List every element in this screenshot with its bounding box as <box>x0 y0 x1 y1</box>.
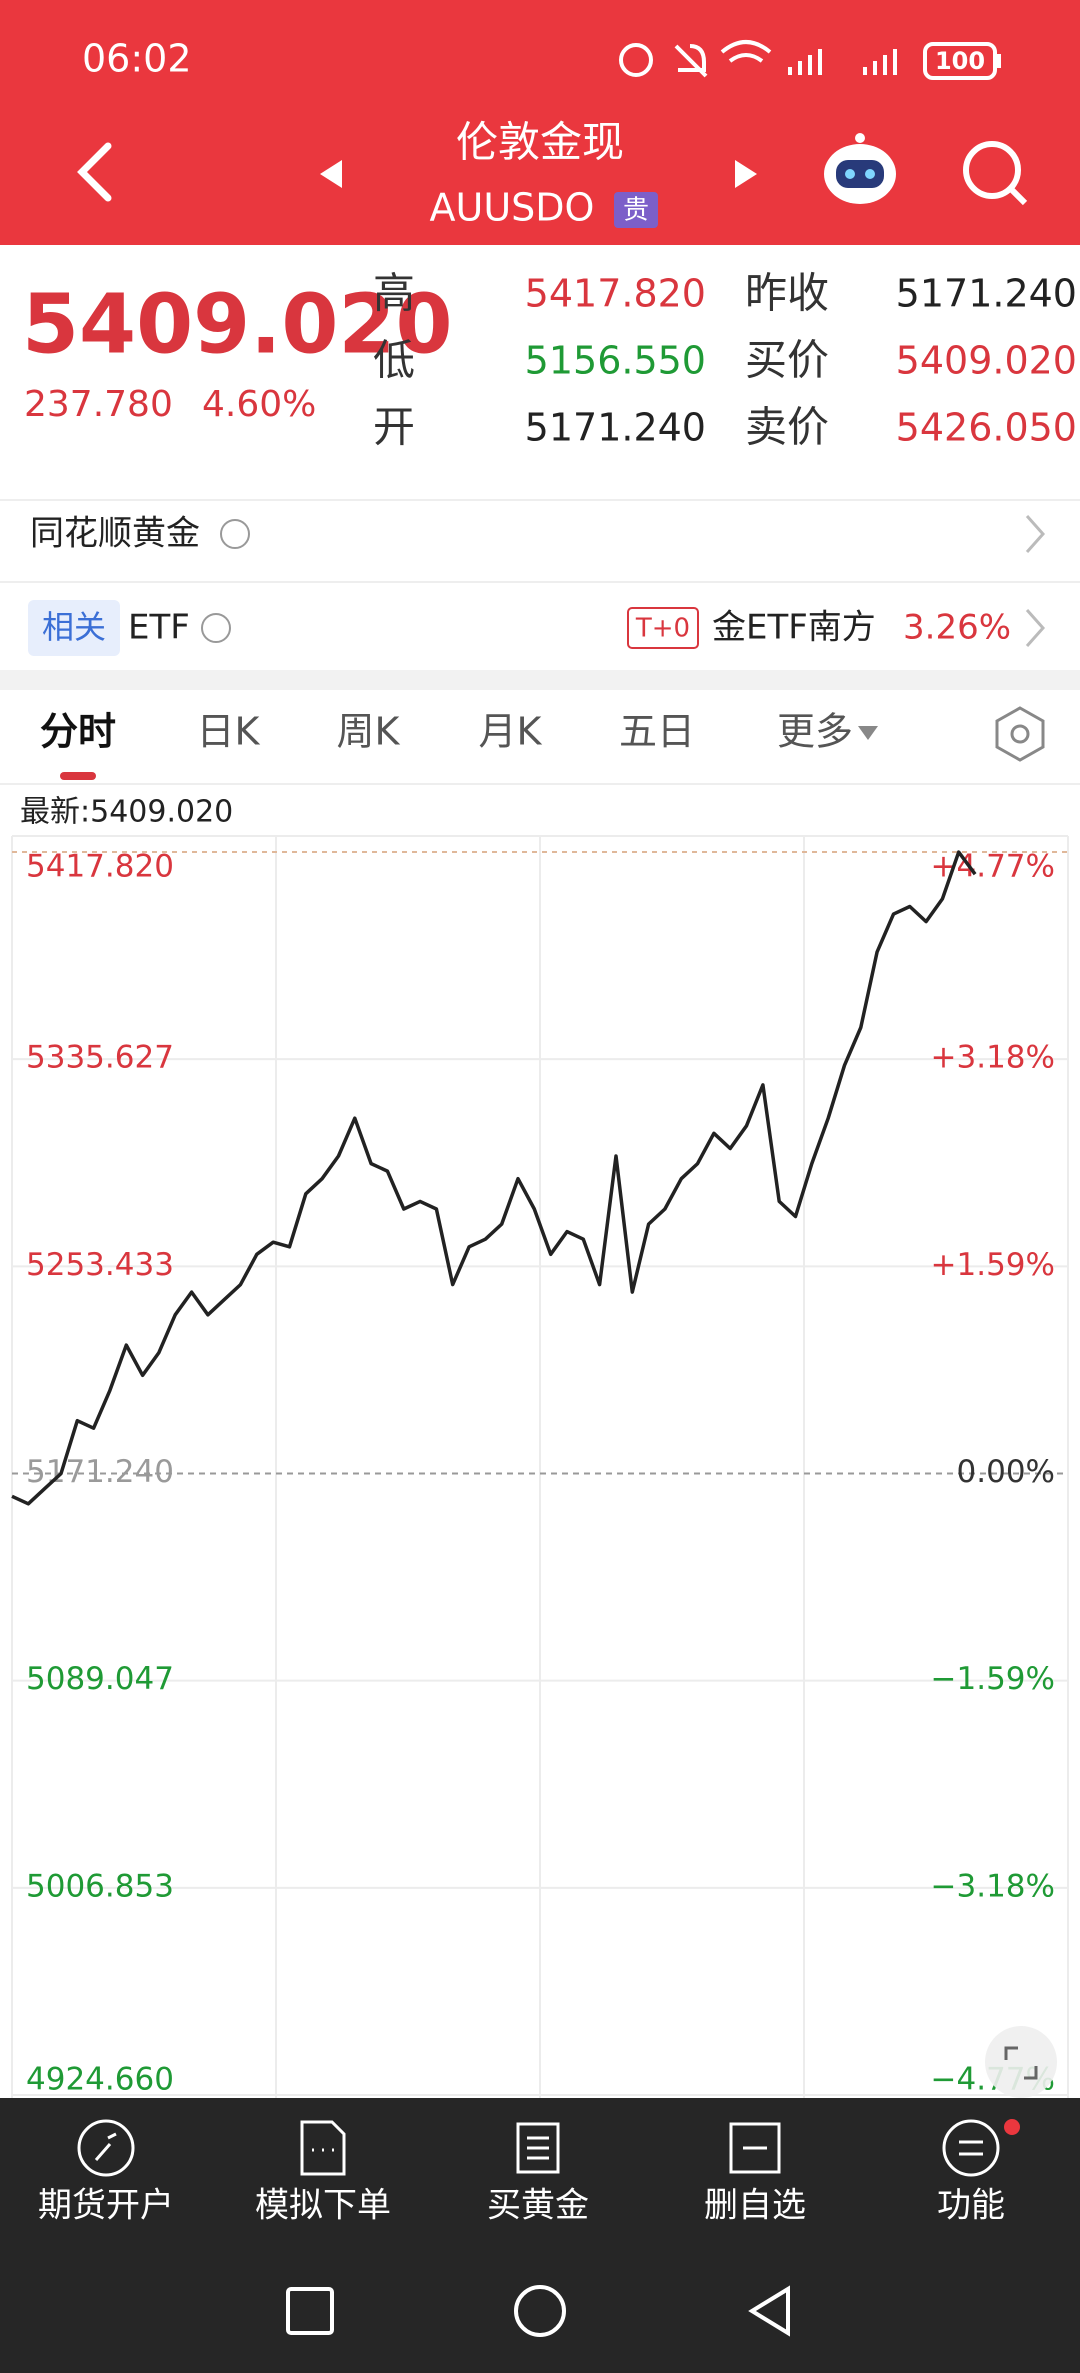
prev-button[interactable] <box>320 160 342 188</box>
more-arrow <box>858 726 878 740</box>
battery-level: 100 <box>935 47 985 75</box>
change-pct: 4.60% <box>202 384 316 425</box>
stat-value: 5417.820 <box>525 272 706 316</box>
system-nav[interactable] <box>286 2285 790 2337</box>
status-icons <box>619 40 1001 80</box>
nav-label[interactable]: 模拟下单 <box>255 2186 391 2226</box>
tab-underline <box>60 772 96 780</box>
fullscreen-button[interactable] <box>985 2026 1057 2098</box>
related-tag: 相关 <box>42 608 106 646</box>
tag-bg <box>28 600 120 656</box>
t0-label: T+0 <box>635 614 690 644</box>
y2-tick-label: −1.59% <box>931 1661 1055 1697</box>
stat-label: 高 <box>373 269 415 318</box>
chevron <box>1025 515 1046 553</box>
chart: 4924.6605006.8535089.0475171.2405253.433… <box>11 835 1069 2098</box>
tab[interactable]: 分时 <box>40 710 116 754</box>
info-icon <box>201 613 231 643</box>
settings-dot <box>1010 724 1030 744</box>
y2-tick-label: +3.18% <box>931 1040 1055 1076</box>
y-tick-label: 5006.853 <box>26 1868 174 1904</box>
y-tick-label: 5335.627 <box>26 1040 174 1076</box>
related-label: ETF <box>128 608 190 648</box>
chevron <box>1025 609 1046 647</box>
change: 237.780 <box>24 384 173 425</box>
tab[interactable]: 周K <box>337 710 401 754</box>
stat-label: 昨收 <box>745 269 829 318</box>
stat-label: 买价 <box>745 336 829 385</box>
stat-label: 卖价 <box>745 403 829 452</box>
price-line <box>11 850 977 1506</box>
tab[interactable]: 更多 <box>777 710 853 754</box>
brand-link[interactable]: 同花顺黄金 <box>30 514 200 554</box>
t0-box <box>627 607 699 649</box>
assistant-icon[interactable] <box>824 133 896 204</box>
y2-tick-label: 0.00% <box>957 1454 1055 1490</box>
stat-label: 开 <box>373 403 415 452</box>
y-tick-label: 4924.660 <box>26 2062 174 2098</box>
stat-value: 5156.550 <box>525 339 706 383</box>
nav-label[interactable]: 期货开户 <box>38 2186 174 2226</box>
price: 5409.020 <box>22 277 453 372</box>
back-button[interactable] <box>77 142 112 202</box>
etf-name[interactable]: 金ETF南方 <box>712 608 876 648</box>
badge-bg <box>614 192 658 228</box>
stats: 高 5417.820 昨收 5171.240 低 5156.550 买价 5409.020 开 5… <box>373 269 1077 452</box>
search-icon[interactable] <box>963 141 1028 206</box>
section-gap <box>0 670 1080 690</box>
nav-labels: 期货开户 模拟下单 买黄金 删自选 功能 <box>38 2186 1005 2226</box>
notify-dot <box>1004 2119 1020 2135</box>
nav-label[interactable]: 删自选 <box>704 2186 806 2226</box>
stat-label: 低 <box>373 336 415 385</box>
y2-tick-label: +1.59% <box>931 1247 1055 1283</box>
nav-label[interactable]: 买黄金 <box>487 2186 589 2226</box>
nav-icons <box>77 2119 1000 2177</box>
header-badge: 贵 <box>623 196 649 226</box>
y-tick-label: 5417.820 <box>26 849 174 885</box>
settings-icon[interactable] <box>995 706 1045 762</box>
stat-value: 5171.240 <box>525 406 706 450</box>
stat-value: 5426.050 <box>896 406 1077 450</box>
y-tick-label: 5089.047 <box>26 1661 174 1697</box>
tab[interactable]: 日K <box>197 710 261 754</box>
tabs: 分时 日K 周K 月K 五日 更多 <box>40 710 853 754</box>
tab[interactable]: 五日 <box>619 710 695 754</box>
y2-tick-label: −3.18% <box>931 1868 1055 1904</box>
header-bg <box>0 0 1080 245</box>
stat-value: 5171.240 <box>896 272 1077 316</box>
status-time: 06:02 <box>82 37 192 81</box>
next-button[interactable] <box>735 160 757 188</box>
tab[interactable]: 月K <box>479 710 543 754</box>
nav-label[interactable]: 功能 <box>937 2186 1005 2226</box>
info-icon <box>220 519 250 549</box>
stat-value: 5409.020 <box>896 339 1077 383</box>
header-title: 伦敦金现 <box>456 118 624 167</box>
header-code: AUUSDO <box>430 186 595 230</box>
bottom-bar <box>0 2098 1080 2373</box>
latest-label: 最新:5409.020 <box>20 795 233 830</box>
y-tick-label: 5253.433 <box>26 1247 174 1283</box>
etf-pct: 3.26% <box>903 608 1011 648</box>
